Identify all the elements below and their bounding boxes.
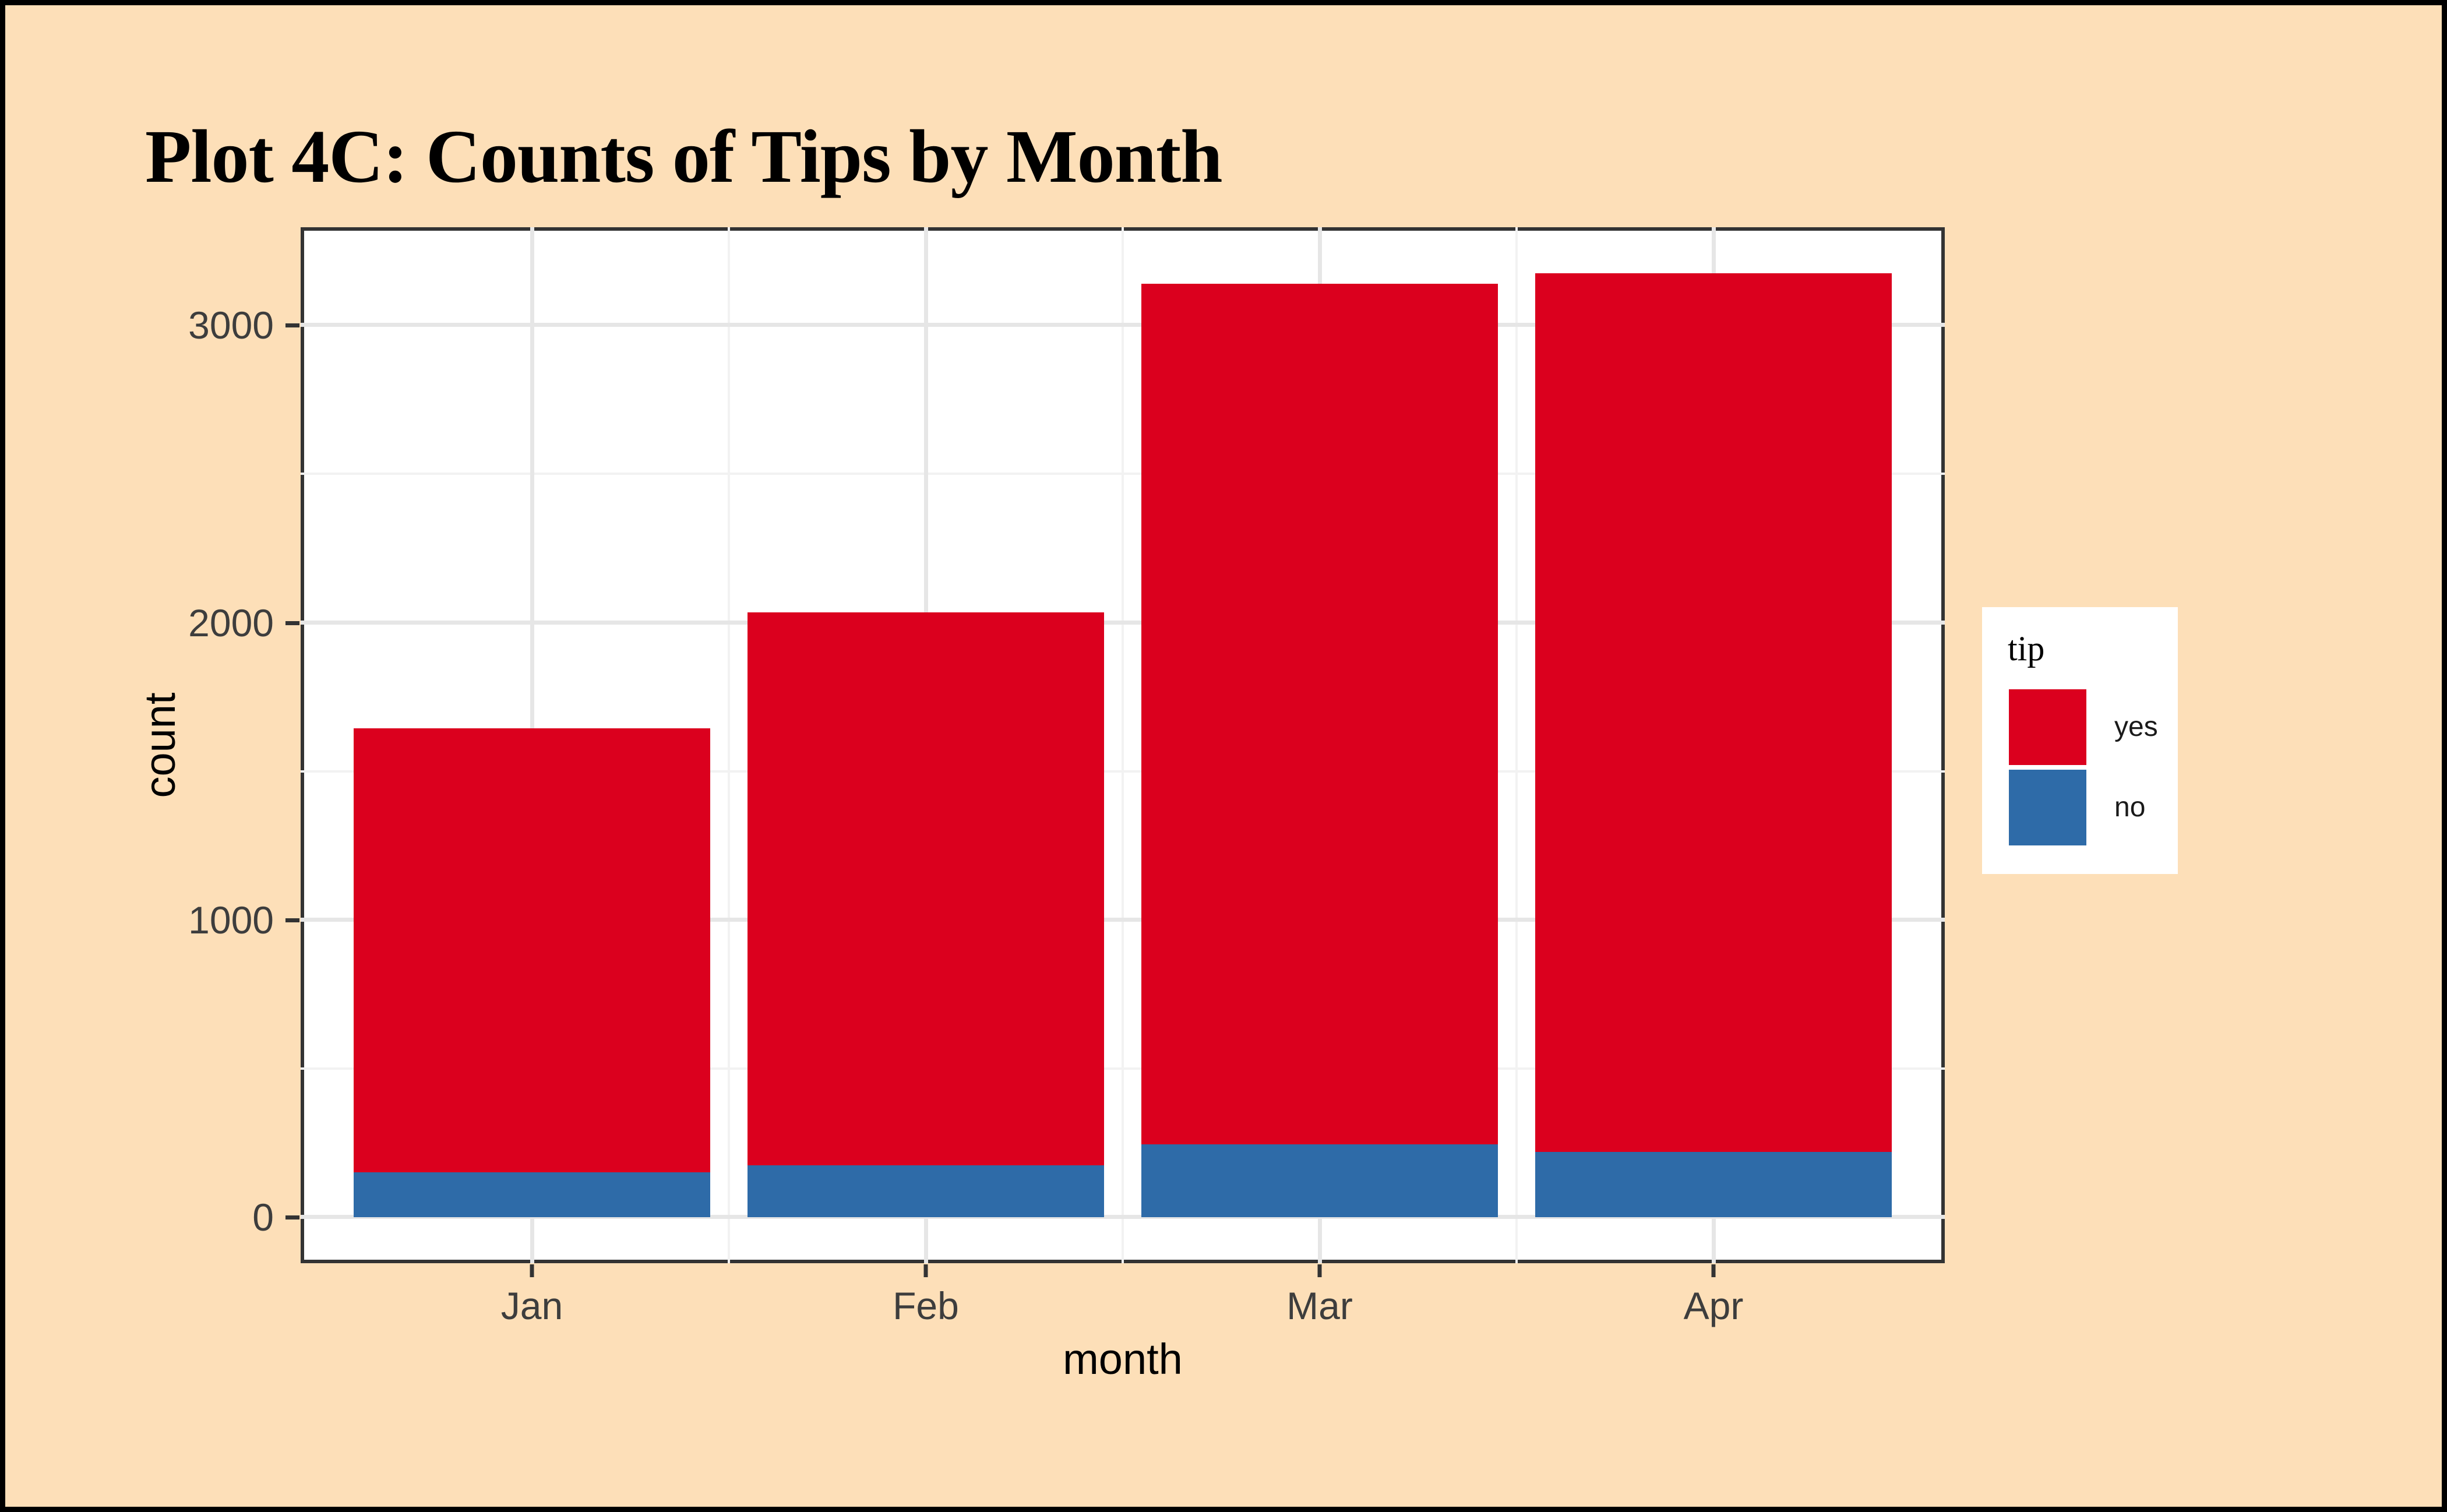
- bar-segment-yes-mar: [1141, 283, 1498, 1144]
- x-axis-title: month: [1063, 1335, 1183, 1383]
- h-gridline-major: [301, 323, 1945, 327]
- y-tick-mark: [285, 918, 299, 922]
- v-gridline-minor: [727, 227, 730, 1263]
- x-tick-mark: [530, 1264, 534, 1277]
- legend-swatch-yes: [2009, 689, 2086, 765]
- h-gridline-major: [301, 620, 1945, 625]
- h-gridline-major: [301, 1214, 1945, 1219]
- x-axis: Jan Feb Mar Apr: [301, 1263, 1945, 1380]
- legend-item-yes: yes: [2009, 689, 2178, 765]
- y-tick-mark: [285, 323, 299, 328]
- legend-title: tip: [2008, 629, 2045, 668]
- x-tick-label: Mar: [1286, 1284, 1353, 1327]
- y-axis: 0 1000 2000 3000: [5, 227, 301, 1263]
- bar-segment-no-mar: [1141, 1144, 1498, 1217]
- x-tick-label: Jan: [500, 1284, 563, 1327]
- v-gridline-minor: [1515, 227, 1518, 1263]
- y-tick-label: 2000: [188, 601, 274, 644]
- legend: tip yes no: [1982, 607, 2178, 874]
- chart-title: Plot 4C: Counts of Tips by Month: [145, 115, 1223, 199]
- y-tick-label: 3000: [188, 304, 274, 347]
- legend-item-no: no: [2009, 770, 2178, 845]
- y-tick-mark: [285, 621, 299, 625]
- bar-segment-no-apr: [1535, 1151, 1892, 1217]
- bar-segment-yes-jan: [354, 728, 710, 1173]
- h-gridline-major: [301, 917, 1945, 922]
- y-tick-label: 1000: [188, 898, 274, 942]
- plot-panel: [301, 227, 1945, 1263]
- plot-area: [301, 227, 1945, 1263]
- bar-segment-no-feb: [748, 1165, 1104, 1217]
- x-tick-mark: [923, 1264, 928, 1277]
- bar-segment-yes-apr: [1535, 273, 1892, 1152]
- y-tick-mark: [285, 1215, 299, 1220]
- x-tick-label: Feb: [893, 1284, 959, 1327]
- x-tick-mark: [1317, 1264, 1322, 1277]
- legend-label: no: [2114, 792, 2146, 823]
- bar-segment-no-jan: [354, 1172, 710, 1217]
- y-tick-label: 0: [252, 1195, 274, 1239]
- legend-swatch-no: [2009, 770, 2086, 845]
- y-axis-title: count: [136, 692, 184, 798]
- v-gridline-minor: [1122, 227, 1124, 1263]
- x-tick-mark: [1711, 1264, 1716, 1277]
- bar-segment-yes-feb: [748, 612, 1104, 1165]
- x-tick-label: Apr: [1683, 1284, 1744, 1327]
- legend-label: yes: [2114, 711, 2158, 742]
